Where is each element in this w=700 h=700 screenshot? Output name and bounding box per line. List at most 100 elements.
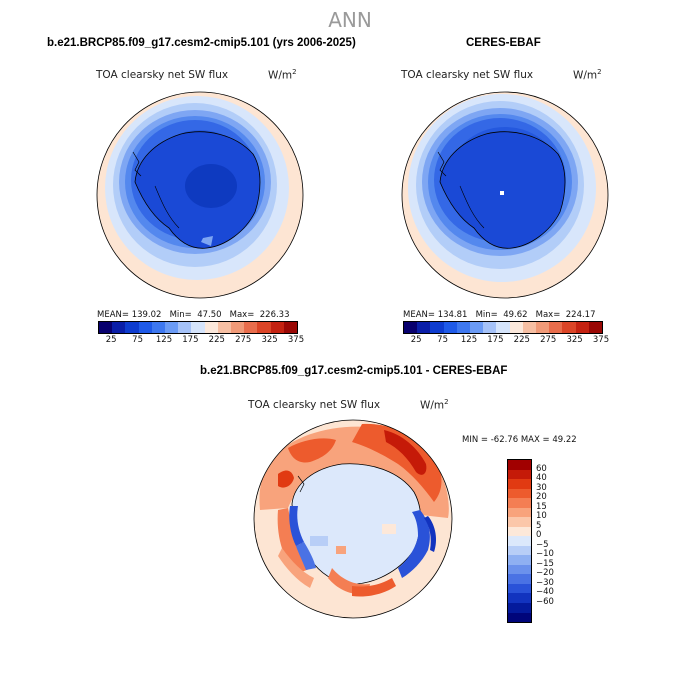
obs-colorbar-swatch — [470, 322, 484, 333]
obs-colorbar-tick-label: 325 — [566, 335, 583, 345]
diff-colorbar-swatch — [508, 593, 531, 603]
obs-colorbar-swatch — [430, 322, 444, 333]
model-colorbar-tick-label: 325 — [261, 335, 278, 345]
diff-colorbar-swatch — [508, 507, 531, 518]
diff-colorbar-tick-label: 15 — [536, 501, 547, 512]
model-colorbar-swatch — [178, 322, 192, 333]
model-stats: MEAN= 139.02 Min= 47.50 Max= 226.33 — [97, 310, 290, 320]
diff-colorbar-tick-label: −20 — [536, 568, 554, 579]
model-colorbar-tick-label: 25 — [105, 335, 117, 345]
diff-colorbar-swatch — [508, 460, 531, 470]
model-colorbar-swatch — [231, 322, 245, 333]
obs-colorbar-swatch — [509, 322, 523, 333]
obs-colorbar-tick-label: 75 — [437, 335, 449, 345]
obs-colorbar-swatch — [456, 322, 471, 333]
diff-colorbar-swatch — [508, 602, 531, 613]
diff-colorbar-swatch — [508, 526, 531, 537]
model-panel-title: b.e21.BRCP85.f09_g17.cesm2-cmip5.101 (yr… — [47, 37, 356, 49]
obs-colorbar-tick-label: 25 — [410, 335, 422, 345]
diff-colorbar — [507, 459, 532, 623]
model-colorbar-swatch — [165, 322, 179, 333]
obs-panel-title: CERES-EBAF — [466, 37, 541, 49]
obs-colorbar-swatch — [536, 322, 550, 333]
model-colorbar-ticks: 25 75 125 175 225 275 325 375 — [98, 335, 304, 347]
diff-colorbar-swatch — [508, 545, 531, 556]
obs-units-label: W/m2 — [573, 68, 602, 82]
model-colorbar-swatch — [270, 322, 284, 333]
obs-colorbar-tick-label: 225 — [513, 335, 530, 345]
obs-colorbar-swatch — [562, 322, 576, 333]
model-colorbar-swatch — [125, 322, 139, 333]
diff-colorbar-swatch — [508, 488, 531, 499]
model-colorbar-swatch — [204, 322, 218, 333]
diff-colorbar-tick-label: 40 — [536, 473, 547, 484]
model-colorbar-swatch — [151, 322, 166, 333]
obs-colorbar — [403, 321, 603, 334]
diff-units-label: W/m2 — [420, 398, 449, 412]
obs-colorbar-swatch — [417, 322, 431, 333]
model-variable-label: TOA clearsky net SW flux — [96, 69, 229, 81]
diff-colorbar-tick-label: 30 — [536, 482, 547, 493]
model-colorbar-tick-label: 375 — [287, 335, 305, 345]
diff-colorbar-swatch — [508, 469, 531, 480]
diff-colorbar-swatch — [508, 536, 531, 546]
diff-colorbar-tick-label: 60 — [536, 463, 547, 474]
obs-colorbar-swatch — [496, 322, 510, 333]
diff-colorbar-ticks: 60 40 30 20 15 10 5 0 −5 −10 −15 −20 −30 −40 −60 — [536, 459, 576, 621]
model-colorbar-swatch — [138, 322, 152, 333]
model-units-label: W/m2 — [268, 68, 297, 82]
obs-colorbar-swatch — [575, 322, 589, 333]
diff-colorbar-swatch — [508, 517, 531, 527]
diff-panel-title: b.e21.BRCP85.f09_g17.cesm2-cmip5.101 - C… — [200, 365, 508, 377]
model-colorbar — [98, 321, 298, 334]
model-colorbar-swatch — [191, 322, 205, 333]
obs-polar-map — [401, 91, 609, 299]
obs-colorbar-ticks: 25 75 125 175 225 275 325 375 — [403, 335, 609, 347]
model-colorbar-swatch — [257, 322, 271, 333]
model-polar-map — [96, 91, 304, 299]
obs-stats: MEAN= 134.81 Min= 49.62 Max= 224.17 — [403, 310, 596, 320]
model-colorbar-swatch — [217, 322, 232, 333]
obs-colorbar-tick-label: 175 — [487, 335, 504, 345]
diff-minmax: MIN = -62.76 MAX = 49.22 — [462, 435, 577, 445]
diff-colorbar-swatch — [508, 564, 531, 575]
diff-colorbar-tick-label: −15 — [536, 558, 554, 569]
diff-colorbar-tick-label: 10 — [536, 511, 547, 522]
model-colorbar-swatch — [283, 322, 298, 333]
diff-colorbar-swatch — [508, 498, 531, 508]
obs-colorbar-tick-label: 125 — [460, 335, 478, 345]
obs-colorbar-swatch — [443, 322, 457, 333]
model-colorbar-swatch — [99, 322, 113, 333]
obs-colorbar-tick-label: 375 — [592, 335, 610, 345]
model-colorbar-tick-label: 175 — [182, 335, 199, 345]
model-colorbar-swatch — [112, 322, 126, 333]
obs-colorbar-tick-label: 275 — [540, 335, 557, 345]
obs-colorbar-swatch — [549, 322, 563, 333]
diff-colorbar-tick-label: 0 — [536, 530, 542, 541]
diff-colorbar-tick-label: 20 — [536, 492, 547, 503]
diff-colorbar-tick-label: −10 — [536, 549, 554, 560]
diff-colorbar-swatch — [508, 583, 531, 594]
diff-colorbar-swatch — [508, 479, 531, 489]
page-title: ANN — [328, 8, 372, 32]
diff-colorbar-swatch — [508, 612, 531, 623]
diff-variable-label: TOA clearsky net SW flux — [248, 399, 381, 411]
diff-colorbar-tick-label: −60 — [536, 596, 554, 607]
obs-colorbar-swatch — [404, 322, 418, 333]
obs-colorbar-swatch — [483, 322, 497, 333]
diff-colorbar-tick-label: 5 — [536, 520, 542, 531]
obs-colorbar-swatch — [522, 322, 537, 333]
diff-colorbar-tick-label: −40 — [536, 587, 554, 598]
model-colorbar-tick-label: 275 — [235, 335, 252, 345]
obs-colorbar-swatch — [588, 322, 603, 333]
model-colorbar-tick-label: 225 — [208, 335, 225, 345]
diff-colorbar-tick-label: −30 — [536, 577, 554, 588]
diff-colorbar-tick-label: −5 — [536, 539, 549, 550]
obs-variable-label: TOA clearsky net SW flux — [401, 69, 534, 81]
model-colorbar-tick-label: 75 — [132, 335, 144, 345]
model-colorbar-swatch — [244, 322, 258, 333]
diff-colorbar-swatch — [508, 574, 531, 584]
model-colorbar-tick-label: 125 — [155, 335, 173, 345]
diff-polar-map — [253, 419, 453, 619]
diff-colorbar-swatch — [508, 555, 531, 565]
